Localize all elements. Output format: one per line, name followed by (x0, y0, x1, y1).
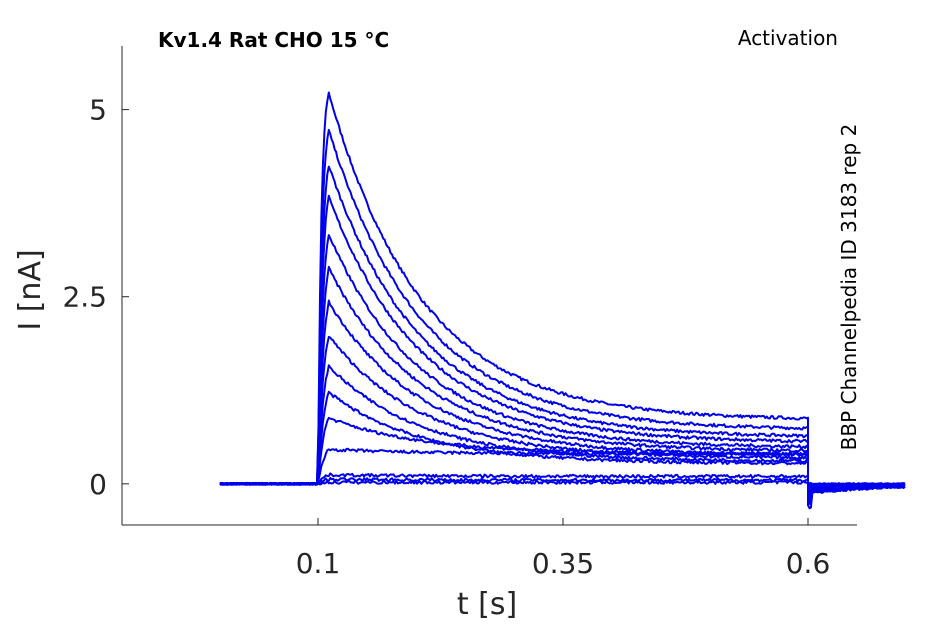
current-trace-15 (219, 479, 906, 486)
current-trace-5 (219, 234, 905, 500)
y-tick-label: 5 (89, 94, 107, 127)
current-trace-1 (219, 91, 906, 510)
current-trace-6 (219, 265, 906, 498)
source-label: BBP Channelpedia ID 3183 rep 2 (837, 124, 861, 451)
chart-title: Kv1.4 Rat CHO 15 °C (158, 28, 389, 52)
current-trace-4 (219, 194, 906, 502)
current-trace-8 (219, 335, 906, 495)
x-tick-label: 0.1 (296, 547, 341, 580)
y-axis-label: I [nA] (13, 249, 48, 330)
x-ticks: 0.1 0.35 0.6 (296, 518, 831, 580)
current-trace-10 (219, 390, 906, 491)
y-ticks: 02.55 (62, 94, 129, 501)
protocol-label: Activation (738, 26, 838, 50)
x-axis-label: t [s] (457, 587, 517, 622)
x-tick-label: 0.6 (786, 547, 831, 580)
current-trace-2 (219, 128, 906, 505)
y-tick-label: 2.5 (62, 281, 107, 314)
current-trace-12 (219, 447, 906, 489)
x-tick-label: 0.35 (532, 547, 594, 580)
current-trace-13 (219, 472, 905, 487)
y-tick-label: 0 (89, 468, 107, 501)
traces (219, 91, 906, 510)
current-trace-3 (219, 165, 906, 504)
